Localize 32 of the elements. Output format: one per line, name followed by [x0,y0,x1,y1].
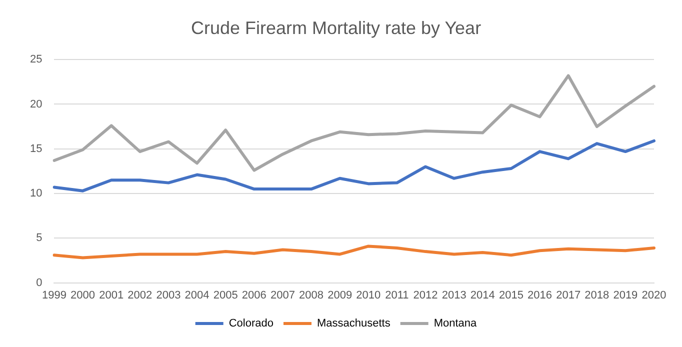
x-tick-label: 2006 [242,289,266,302]
x-tick-label: 2002 [128,289,152,302]
legend-label: Montana [434,318,478,330]
y-tick-label: 15 [30,142,42,155]
x-tick-label: 2000 [70,289,96,302]
x-tick-label: 2018 [584,289,610,302]
y-tick-label: 0 [36,276,42,289]
y-tick-label: 20 [30,98,42,110]
x-tick-label: 2015 [498,289,524,302]
x-tick-label: 2013 [442,289,466,302]
x-tick-label: 2014 [470,289,495,302]
x-tick-label: 2004 [184,289,210,302]
x-tick-label: 2005 [213,289,238,302]
x-tick-label: 2016 [528,289,552,302]
y-tick-label: 10 [30,188,42,200]
y-tick-label: 5 [36,232,42,244]
x-tick-label: 2009 [328,289,352,302]
x-tick-label: 2003 [156,289,181,302]
x-tick-label: 2017 [556,289,581,302]
x-tick-label: 2020 [642,289,666,302]
x-tick-label: 2001 [99,289,124,302]
x-tick-label: 1999 [42,289,66,302]
legend-label: Colorado [228,318,274,330]
x-tick-label: 2008 [299,289,324,302]
legend-label: Massachusetts [316,318,391,330]
y-tick-label: 25 [30,54,42,66]
x-tick-label: 2012 [413,289,438,302]
x-tick-label: 2019 [613,289,638,302]
x-tick-label: 2011 [385,289,409,302]
x-tick-label: 2007 [270,289,295,302]
x-tick-label: 2010 [356,289,381,302]
chart-title: Crude Firearm Mortality rate by Year [190,18,482,38]
